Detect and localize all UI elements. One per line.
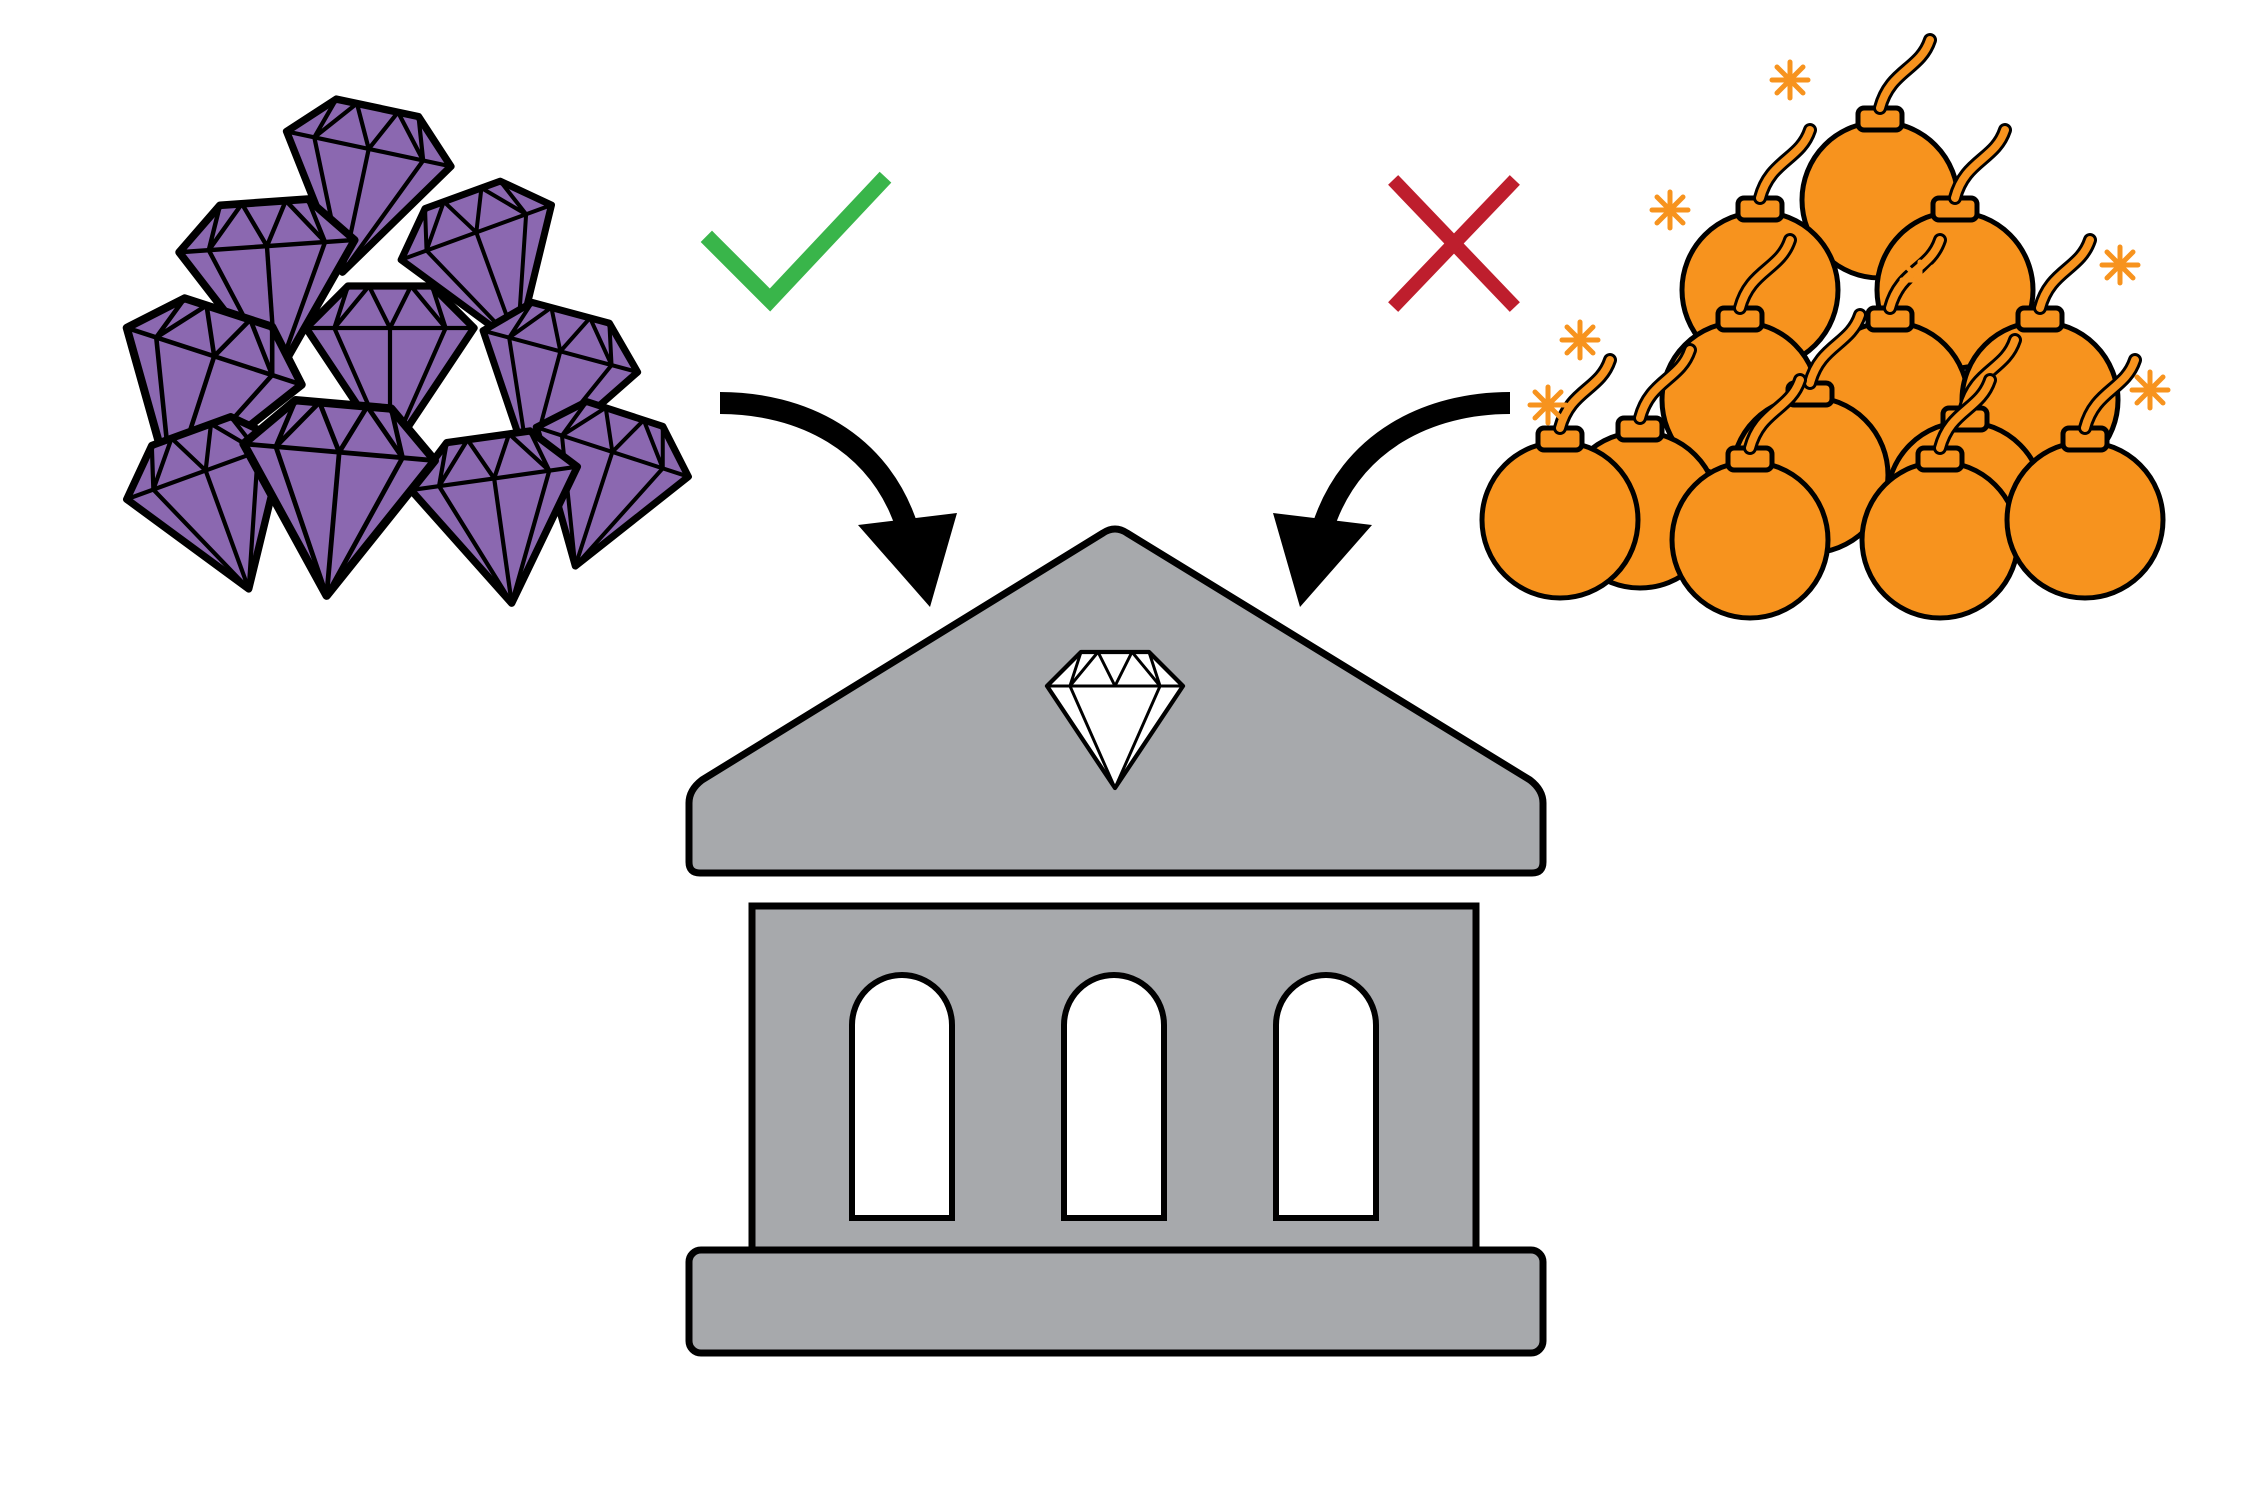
window-right — [1273, 972, 1379, 1221]
bomb-pile-icon — [1482, 40, 2168, 618]
gem-pile-icon — [84, 90, 701, 617]
curved-arrow-icon-left — [719, 392, 957, 607]
checkmark-icon — [700, 171, 892, 312]
diamond-emblem-icon — [1044, 649, 1186, 791]
x-mark-icon — [1388, 175, 1520, 312]
window-center — [1061, 972, 1167, 1221]
bank-building-icon — [685, 525, 1547, 1357]
curved-arrow-icon-right — [1273, 392, 1511, 607]
window-left — [849, 972, 955, 1221]
